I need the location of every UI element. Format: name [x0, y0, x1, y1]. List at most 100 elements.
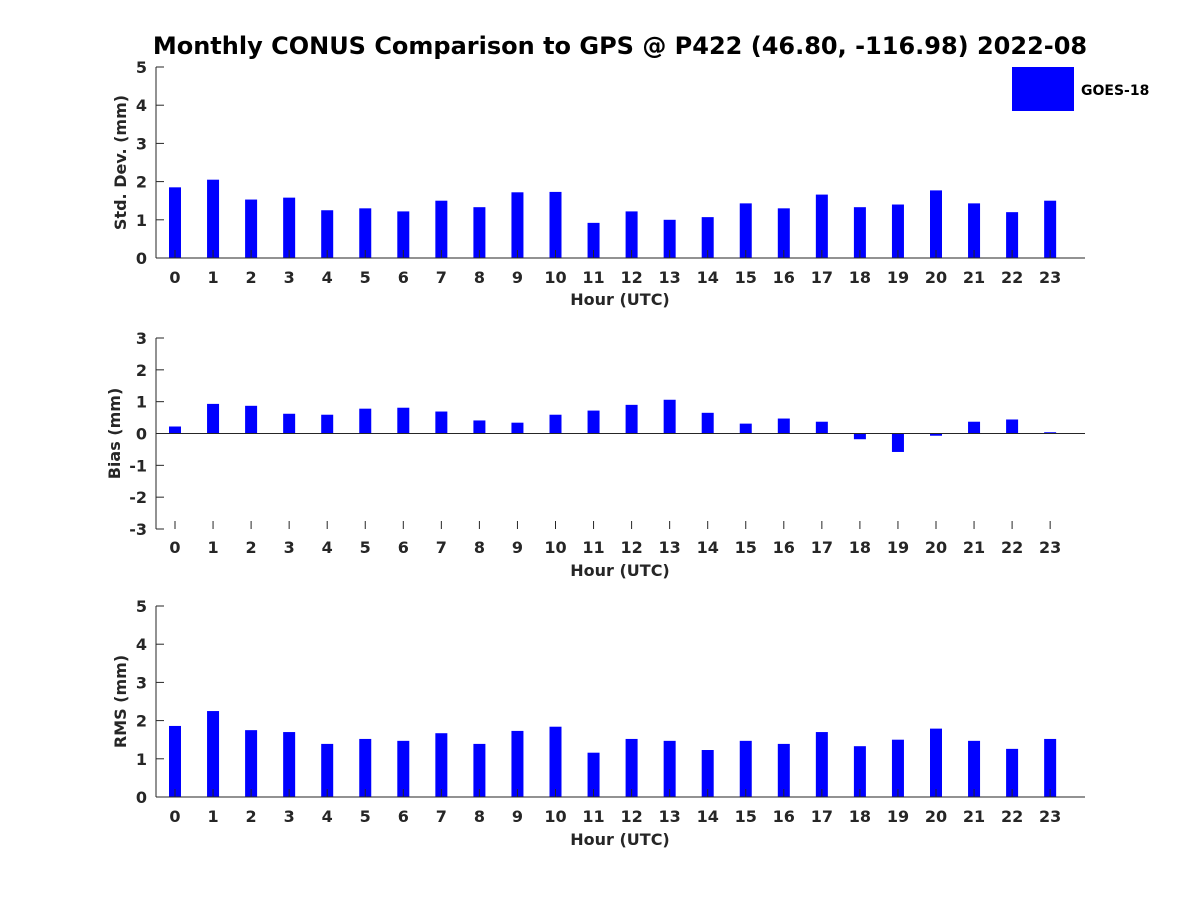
std-dev-bar-hour-6: [397, 211, 410, 258]
bias-bar-hour-13: [663, 399, 676, 434]
std-dev-bar-hour-13: [663, 219, 676, 258]
std-dev-y-tick-label: 0: [136, 249, 147, 268]
bias-x-axis-label: Hour (UTC): [570, 561, 670, 580]
std-dev-x-tick-label: 20: [925, 268, 947, 287]
std-dev-bar-hour-7: [435, 200, 448, 258]
bias-bar-hour-15: [739, 423, 752, 434]
bias-x-tick-label: 8: [474, 538, 485, 557]
bias-bar-hour-18: [853, 433, 866, 440]
std-dev-bar-hour-15: [739, 203, 752, 258]
rms-bar-hour-20: [930, 728, 942, 797]
bias-bar-hour-16: [777, 418, 790, 434]
rms-bar-hour-23: [1044, 738, 1057, 797]
bias-y-tick-label: 2: [136, 361, 147, 380]
bias-bar-hour-10: [549, 414, 562, 434]
rms-x-tick-label: 20: [925, 807, 947, 826]
rms-bar-hour-11: [587, 752, 600, 797]
bias-y-axis-label: Bias (mm): [105, 388, 124, 480]
bias-x-tick-label: 23: [1039, 538, 1061, 557]
rms-bar-hour-16: [777, 743, 790, 797]
rms-bar-hour-4: [321, 743, 334, 797]
bias-y-tick-label: 1: [136, 393, 147, 412]
rms-x-tick-label: 2: [246, 807, 257, 826]
rms-y-tick-label: 4: [136, 635, 147, 654]
bias-bar-hour-8: [473, 420, 486, 434]
std-dev-x-tick-label: 10: [544, 268, 566, 287]
bias-x-tick-label: 5: [360, 538, 371, 557]
std-dev-bar-hour-1: [207, 179, 220, 258]
rms-x-tick-label: 8: [474, 807, 485, 826]
rms-y-tick-label: 5: [136, 597, 147, 616]
rms-y-tick-label: 3: [136, 673, 147, 692]
bias-bar-hour-2: [245, 405, 258, 434]
bias-x-tick-label: 2: [246, 538, 257, 557]
rms-x-tick-label: 15: [735, 807, 757, 826]
bias-x-tick-label: 7: [436, 538, 447, 557]
std-dev-y-tick-label: 5: [136, 58, 147, 77]
legend-swatch: [1012, 67, 1074, 111]
bias-bar-hour-23: [1044, 432, 1057, 434]
rms-x-tick-label: 5: [360, 807, 371, 826]
std-dev-x-tick-label: 14: [697, 268, 719, 287]
std-dev-x-tick-label: 16: [773, 268, 795, 287]
rms-x-tick-label: 1: [207, 807, 218, 826]
bias-bar-hour-1: [207, 403, 220, 434]
bias-y-tick-label: 0: [136, 425, 147, 444]
rms-y-axis-label: RMS (mm): [111, 655, 130, 748]
std-dev-x-tick-label: 2: [246, 268, 257, 287]
bias-y-tick-label: -1: [129, 456, 147, 475]
rms-x-tick-label: 19: [887, 807, 909, 826]
bias-bar-hour-5: [359, 408, 372, 434]
std-dev-x-tick-label: 19: [887, 268, 909, 287]
bias-bar-hour-6: [397, 407, 410, 434]
bias-x-tick-label: 14: [697, 538, 719, 557]
bias-bar-hour-21: [968, 421, 981, 434]
rms-x-tick-label: 22: [1001, 807, 1023, 826]
rms-bar-hour-15: [739, 740, 752, 797]
std-dev-y-tick-label: 4: [136, 96, 147, 115]
chart-title: Monthly CONUS Comparison to GPS @ P422 (…: [153, 32, 1087, 60]
std-dev-bar-hour-22: [1006, 212, 1019, 258]
legend: GOES-18: [1012, 67, 1149, 111]
bias-x-tick-label: 10: [544, 538, 566, 557]
bias-x-tick-label: 22: [1001, 538, 1023, 557]
std-dev-x-tick-label: 7: [436, 268, 447, 287]
bias-bar-hour-3: [283, 413, 296, 434]
std-dev-y-axis-label: Std. Dev. (mm): [111, 95, 130, 230]
rms-x-tick-label: 7: [436, 807, 447, 826]
std-dev-bar-hour-18: [853, 207, 866, 258]
std-dev-x-tick-label: 11: [582, 268, 604, 287]
bias-bar-hour-7: [435, 411, 448, 434]
rms-x-tick-label: 9: [512, 807, 523, 826]
rms-bar-hour-6: [397, 740, 410, 797]
bias-x-tick-label: 17: [811, 538, 833, 557]
rms-bar-hour-17: [815, 732, 828, 797]
rms-x-tick-label: 6: [398, 807, 409, 826]
legend-label: GOES-18: [1081, 83, 1149, 99]
bias-x-tick-label: 20: [925, 538, 947, 557]
std-dev-bar-hour-21: [968, 203, 981, 258]
rms-bar-hour-22: [1006, 748, 1019, 797]
bias-x-tick-label: 16: [773, 538, 795, 557]
rms-x-tick-label: 23: [1039, 807, 1061, 826]
std-dev-x-tick-label: 21: [963, 268, 985, 287]
bias-x-tick-label: 12: [620, 538, 642, 557]
bias-x-tick-label: 3: [284, 538, 295, 557]
std-dev-x-tick-label: 8: [474, 268, 485, 287]
std-dev-bar-hour-3: [283, 197, 296, 258]
bias-bar-hour-17: [815, 421, 828, 434]
rms-x-tick-label: 16: [773, 807, 795, 826]
bias-bar-hour-4: [321, 414, 334, 434]
std-dev-bar-hour-14: [701, 217, 714, 258]
std-dev-bar-hour-5: [359, 208, 372, 258]
bias-x-tick-label: 1: [207, 538, 218, 557]
bias-bar-hour-19: [891, 433, 904, 452]
rms-bar-hour-21: [968, 740, 981, 797]
rms-bar-hour-19: [891, 739, 904, 797]
rms-bar-hour-10: [549, 726, 562, 797]
bias-x-tick-label: 18: [849, 538, 871, 557]
rms-bar-hour-13: [663, 740, 676, 797]
